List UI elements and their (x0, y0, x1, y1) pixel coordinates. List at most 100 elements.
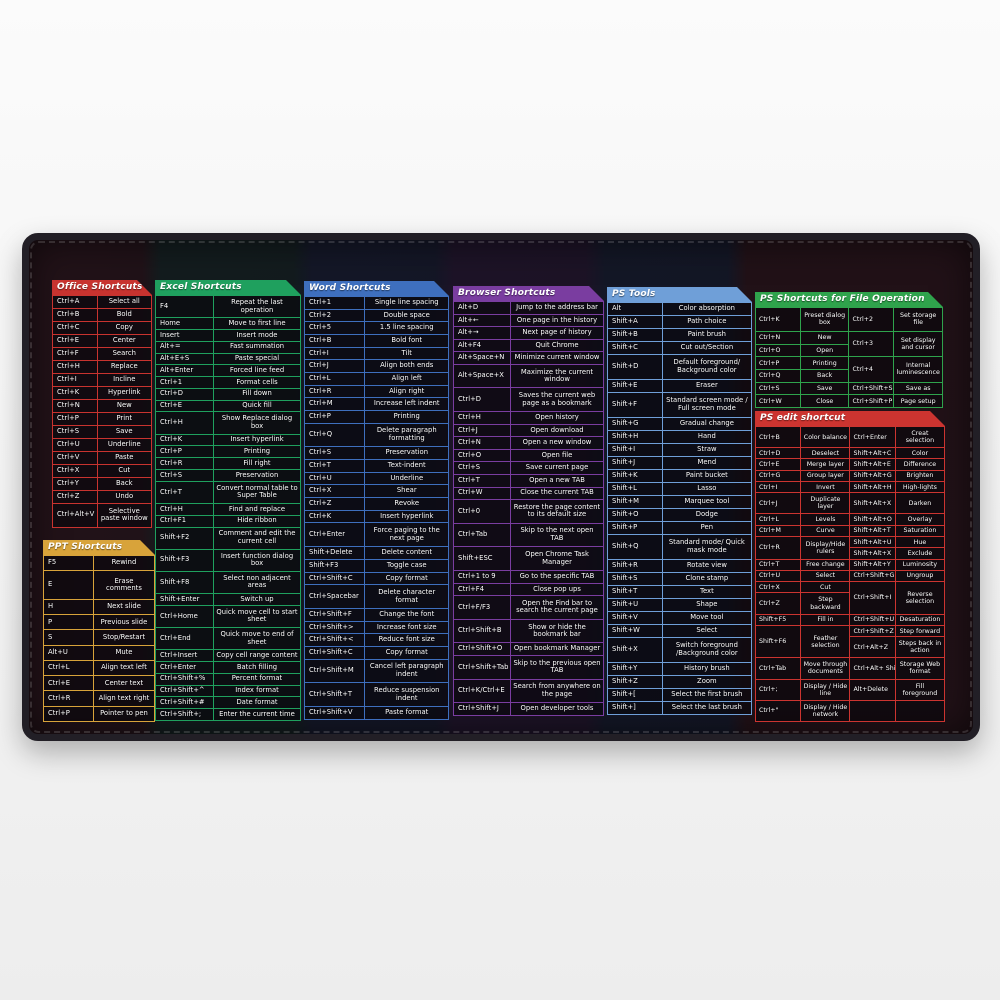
shortcut-action: Delete content (364, 546, 449, 560)
shortcut-key: Ctrl+0 (453, 499, 511, 524)
table-row: Home Move to first line (155, 317, 301, 330)
shortcut-action: Deselect (800, 447, 851, 460)
shortcut-action: Brighten (894, 469, 946, 483)
table-row: Ctrl+J Align both ends (303, 359, 449, 373)
table-row: Ctrl+T Free change Shift+Alt+Y Luminosity (754, 558, 946, 571)
table-row: Alt+Enter Forced line feed (155, 364, 301, 378)
shortcut-action: Fill down (213, 387, 301, 401)
shortcut-action: Hue (894, 536, 946, 549)
shortcut-key: Ctrl+Enter (849, 425, 896, 449)
table-row: Shift+D Default foreground/ Background co… (607, 354, 753, 380)
table-row: Shift+Alt+X Exclude (756, 547, 946, 560)
shortcut-key: Shift+D (607, 354, 663, 380)
shortcut-action: Switch up (213, 593, 301, 606)
shortcut-key: Ctrl+J (754, 492, 802, 515)
table-row: Ctrl+X Cut (52, 463, 153, 478)
table-row: Ctrl+0 Restore the page content to its de… (453, 499, 604, 524)
shortcut-key: Insert (155, 328, 214, 342)
shortcut-key: Ctrl+Enter (155, 661, 214, 674)
section-ppt-shortcuts: PPT Shortcuts F5 Rewind E Erase comments H Ne… (43, 540, 156, 723)
shortcut-action: Duplicate layer (800, 492, 851, 515)
shortcut-key: Home (155, 317, 214, 330)
shortcut-key: Ctrl+S (755, 381, 801, 396)
table-row: Ctrl+S Save Ctrl+Shift+S Save as (755, 381, 943, 396)
shortcut-key: Ctrl+I (52, 372, 98, 387)
shortcut-action: Toggle case (364, 558, 449, 573)
table-row: Ctrl+; Display / Hide line Alt+Delete Fill … (754, 678, 946, 701)
shortcut-key: Ctrl+Z (303, 497, 366, 511)
shortcut-action: Luminosity (894, 558, 946, 571)
shortcut-action: Align both ends (364, 359, 449, 373)
shortcut-action: Go to the specific TAB (510, 570, 604, 584)
table-row: Ctrl+5 1.5 line spacing (303, 321, 449, 335)
shortcut-action: Replace (96, 359, 153, 374)
shortcut-key: Shift+O (607, 507, 663, 523)
shortcut-action: Step backward (800, 592, 851, 615)
shortcut-action: Batch filling (213, 661, 301, 674)
shortcut-key: Ctrl+Home (155, 604, 214, 629)
shortcut-action: Reverse selection (894, 581, 946, 615)
shortcut-key: Ctrl+1 to 9 (453, 570, 511, 584)
shortcut-key: Ctrl+Tab (453, 522, 511, 548)
shortcut-key: Ctrl+O (755, 343, 801, 358)
shortcut-action: Creat selection (894, 425, 946, 449)
shortcut-action: Increase font size (364, 620, 449, 635)
shortcut-key: Shift+B (607, 328, 663, 343)
shortcut-action: Color (894, 447, 946, 460)
shortcut-action: Bold font (364, 333, 449, 348)
shortcut-key: Ctrl+4 (848, 356, 895, 383)
shortcut-key: Ctrl+Z (754, 592, 802, 615)
shortcut-action: Save current page (510, 461, 604, 475)
shortcut-key: Alt+D (453, 301, 511, 315)
table-row: Ctrl+W Close Ctrl+Shift+P Page setup (755, 394, 943, 408)
shortcut-key: Ctrl+H (155, 502, 214, 516)
shortcut-key: Ctrl+N (755, 330, 801, 345)
shortcut-key: Shift+A (607, 315, 663, 330)
table-row: F4 Repeat the last operation (155, 294, 301, 319)
shortcut-key: Shift+W (607, 624, 663, 639)
table-row: Ctrl+Enter Force paging to the next page (303, 522, 449, 548)
shortcut-action: One page in the history (510, 313, 604, 328)
table-row: Ctrl+Shift+O Open bookmark Manager (453, 642, 604, 657)
shortcut-key: F5 (43, 554, 94, 572)
shortcut-action: Tilt (364, 346, 449, 361)
table-row: Alt+D Jump to the address bar (453, 301, 604, 315)
shortcut-key: Ctrl+Shift+; (155, 708, 214, 721)
shortcut-key: Ctrl+2 (303, 308, 366, 323)
table-row: Ctrl+Alt+V Selective paste window (52, 502, 153, 528)
shortcut-key: Alt+Space+X (453, 363, 511, 389)
shortcut-key: Ctrl+W (453, 486, 511, 501)
table-row: Ctrl+U Underline (52, 437, 153, 452)
table-row: Ctrl+K Insert hyperlink (303, 509, 449, 524)
table-row: Ctrl+B Bold font (303, 333, 449, 348)
shortcut-action: Paint bucket (661, 468, 753, 483)
section-header-ps-file: PS Shortcuts for File Operation (755, 292, 943, 307)
table-row: Shift+C Cut out/Section (607, 341, 753, 356)
shortcut-action: Preservation (364, 446, 449, 461)
shortcut-action: Rewind (92, 554, 156, 572)
shortcut-action: Delete character format (364, 584, 449, 609)
shortcut-action: Set display and cursor (893, 330, 943, 358)
table-row: Shift+E Eraser (607, 378, 753, 393)
shortcut-key: Shift+Alt+T (849, 524, 896, 538)
section-header-word: Word Shortcuts (304, 281, 449, 296)
shortcut-key: Ctrl+3 (848, 330, 895, 358)
shortcut-action: Index format (213, 684, 301, 698)
table-row: Ctrl+U Select Ctrl+Shift+G Ungroup (754, 569, 946, 583)
ps-tools-table: Alt Color absorption Shift+A Path choice Shi… (607, 301, 753, 716)
shortcut-action: High-lights (894, 481, 946, 494)
shortcut-key: Shift+F3 (155, 548, 214, 572)
table-row: Shift+F5 Fill in Ctrl+Shift+U Desaturation (754, 613, 946, 626)
shortcut-key: Shift+Alt+E (849, 458, 896, 471)
shortcut-key: Shift+Alt+X (849, 547, 896, 560)
table-row: H Next slide (43, 598, 156, 616)
shortcut-action: Invert (800, 481, 851, 494)
shortcut-key: Ctrl+J (453, 423, 511, 438)
table-row: S Stop/Restart (43, 629, 156, 646)
shortcut-action: Next slide (92, 598, 156, 616)
shortcut-action: Group layer (800, 469, 851, 483)
shortcut-key: Ctrl+T (754, 558, 802, 571)
table-row: Ctrl+Insert Copy cell range content (155, 649, 301, 662)
table-row: Shift+U Shape (607, 597, 753, 612)
shortcut-action: Shape (661, 597, 753, 612)
